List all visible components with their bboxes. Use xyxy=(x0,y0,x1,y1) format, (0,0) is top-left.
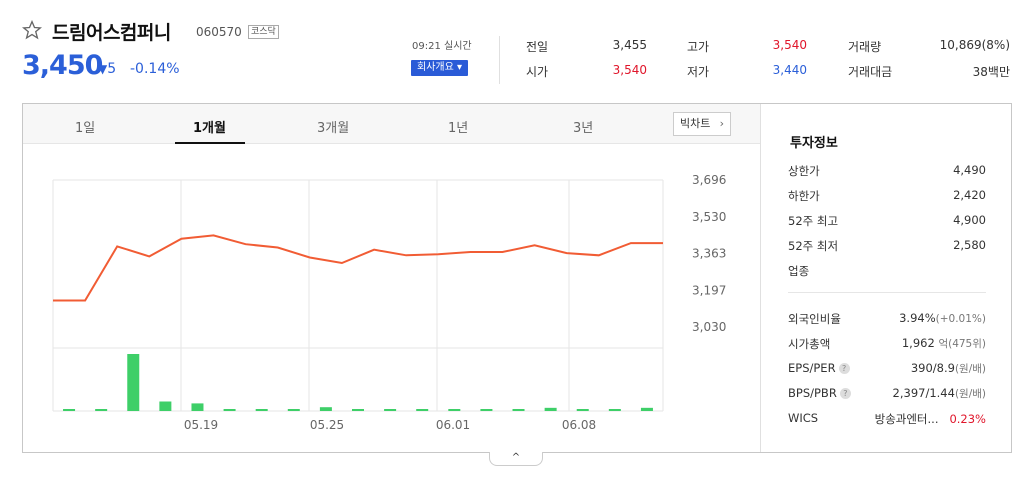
volume-bar xyxy=(223,409,236,411)
open-label: 시가 xyxy=(526,65,549,79)
volume-bar xyxy=(448,409,461,411)
price-change: ▼5 xyxy=(98,61,117,77)
trade-value-label: 거래대금 xyxy=(848,65,893,79)
volume-bar xyxy=(608,409,621,411)
y-tick-label: 3,030 xyxy=(692,320,726,334)
week52-low-row: 52주 최저 2,580 xyxy=(788,238,986,253)
volume-bar xyxy=(544,407,557,411)
volume-bar xyxy=(287,409,300,411)
week52-high-row: 52주 최고 4,900 xyxy=(788,213,986,228)
help-icon[interactable]: ? xyxy=(838,363,850,374)
invest-info-title: 투자정보 xyxy=(790,136,838,151)
volume-bar xyxy=(480,409,493,411)
tab-1year[interactable]: 1년 xyxy=(448,121,469,136)
wics-sector-link[interactable]: 방송과엔터... xyxy=(874,412,939,426)
market-cap-row: 시가총액 1,962 억(475위) xyxy=(788,336,986,351)
industry-row: 업종 xyxy=(788,264,810,278)
volume-bar xyxy=(255,409,268,411)
volume-bar xyxy=(640,407,653,411)
volume-bar xyxy=(512,409,525,411)
volume-label: 거래량 xyxy=(848,40,882,54)
y-tick-label: 3,363 xyxy=(692,247,726,261)
volume-bar xyxy=(352,409,364,411)
tab-3year[interactable]: 3년 xyxy=(573,121,594,136)
prev-close-label: 전일 xyxy=(526,40,549,54)
volume-bar xyxy=(384,409,397,411)
favorite-star-icon[interactable] xyxy=(22,20,42,40)
lower-limit-row: 하한가 2,420 xyxy=(788,188,986,203)
stock-name: 드림어스컴퍼니 xyxy=(52,22,171,44)
volume-bar xyxy=(416,409,429,411)
trade-value: 38백만 xyxy=(972,65,1010,79)
realtime-label: 09:21 실시간 xyxy=(412,41,472,52)
x-tick-label: 05.25 xyxy=(310,418,344,432)
collapse-button[interactable]: ^ xyxy=(489,452,543,466)
volume-bar xyxy=(159,401,172,411)
x-tick-label: 05.19 xyxy=(184,418,218,432)
y-tick-label: 3,197 xyxy=(692,283,726,297)
chart-panel: 1일 1개월 3개월 1년 3년 빅차트 › 3,696 3,530 3,363 3,1… xyxy=(22,103,1012,453)
change-rate: -0.14% xyxy=(130,61,180,77)
prev-close-value: 3,455 xyxy=(612,38,647,52)
info-divider xyxy=(788,292,986,293)
chevron-right-icon: › xyxy=(719,117,724,130)
volume-bar xyxy=(127,354,140,411)
x-tick-label: 06.08 xyxy=(562,418,596,432)
tab-1day[interactable]: 1일 xyxy=(75,121,96,136)
bps-pbr-row: BPS/PBR? 2,397/1.44(원/배) xyxy=(788,386,986,400)
current-price: 3,450 xyxy=(22,50,103,81)
foreign-ratio-row: 외국인비율 3.94%(+0.01%) xyxy=(788,311,986,326)
tab-3month[interactable]: 3개월 xyxy=(317,121,350,136)
chevron-up-icon: ^ xyxy=(511,452,521,463)
high-label: 고가 xyxy=(687,40,710,54)
market-badge: 코스닥 xyxy=(248,25,279,39)
down-arrow-icon: ▼ xyxy=(98,62,108,76)
header-divider xyxy=(499,36,500,84)
price-chart[interactable]: 3,696 3,530 3,363 3,197 3,030 05.19 05.25 06.01… xyxy=(23,144,759,434)
stock-code: 060570 xyxy=(196,25,242,39)
x-tick-label: 06.01 xyxy=(436,418,470,432)
tab-1month[interactable]: 1개월 xyxy=(193,121,226,136)
volume-bar xyxy=(95,409,108,411)
eps-per-row: EPS/PER? 390/8.9(원/배) xyxy=(788,361,986,375)
low-label: 저가 xyxy=(687,65,710,79)
low-value: 3,440 xyxy=(772,63,807,77)
price-line xyxy=(53,234,663,302)
y-tick-label: 3,530 xyxy=(692,210,726,224)
volume-bar xyxy=(319,407,332,411)
big-chart-button[interactable]: 빅차트 › xyxy=(673,112,731,136)
volume-value: 10,869(8%) xyxy=(939,38,1010,52)
upper-limit-row: 상한가 4,490 xyxy=(788,163,986,178)
wics-row: WICS 방송과엔터... 0.23% xyxy=(788,411,986,426)
company-overview-button[interactable]: 회사개요 ▾ xyxy=(411,60,468,76)
high-value: 3,540 xyxy=(772,38,807,52)
open-value: 3,540 xyxy=(612,63,647,77)
panel-divider xyxy=(760,104,761,452)
volume-bar xyxy=(576,409,589,411)
period-tabs: 1일 1개월 3개월 1년 3년 빅차트 › xyxy=(23,104,760,144)
volume-bar xyxy=(191,403,204,411)
active-tab-indicator xyxy=(175,142,245,144)
help-icon[interactable]: ? xyxy=(839,388,851,399)
y-tick-label: 3,696 xyxy=(692,173,726,187)
volume-bar xyxy=(63,409,76,411)
